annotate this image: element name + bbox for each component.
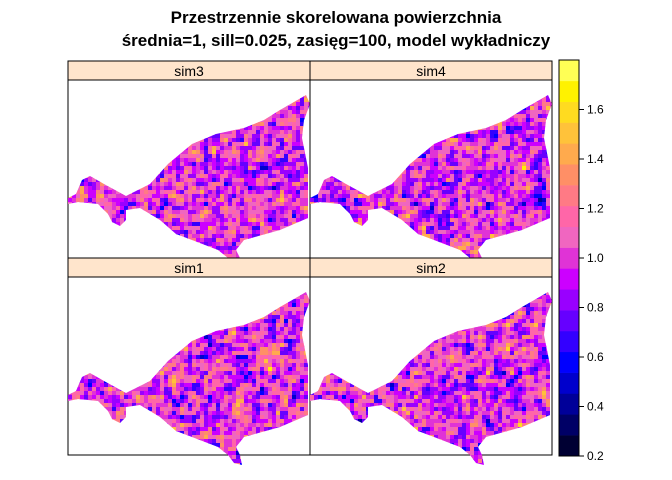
- panel-label: sim3: [174, 63, 204, 79]
- colorbar-tick-label: 1.6: [587, 103, 604, 117]
- colorbar-bin: [559, 60, 579, 82]
- panel-label: sim1: [174, 260, 204, 276]
- panel-sim3: sim3: [67, 60, 311, 268]
- panel-sim1: sim1: [67, 257, 311, 465]
- colorbar-tick-label: 0.6: [587, 350, 604, 364]
- colorbar-bin: [559, 268, 579, 290]
- colorbar-bin: [559, 226, 579, 248]
- panel-sim2: sim2: [309, 257, 553, 465]
- colorbar-bin: [559, 143, 579, 165]
- colorbar-bin: [559, 330, 579, 353]
- chart-title-line-1: Przestrzennie skorelowana powierzchnia: [171, 8, 502, 27]
- colorbar-bin: [559, 351, 579, 373]
- colorbar: 0.2 0.4 0.6 0.8 1.0 1.2 1.4 1.6: [558, 59, 604, 463]
- colorbar-bin: [559, 101, 579, 123]
- colorbar-bin: [559, 435, 579, 457]
- colorbar-bin: [559, 122, 579, 144]
- colorbar-bin: [559, 414, 579, 436]
- colorbar-bin: [559, 289, 579, 311]
- colorbar-tick-label: 1.0: [587, 251, 604, 265]
- colorbar-bin: [559, 164, 579, 186]
- colorbar-bin: [559, 372, 579, 394]
- colorbar-tick-label: 1.4: [587, 152, 604, 166]
- panel-label: sim4: [416, 63, 446, 79]
- panel-label: sim2: [416, 260, 446, 276]
- colorbar-bin: [559, 205, 579, 228]
- colorbar-bin: [559, 393, 579, 415]
- colorbar-bin: [559, 310, 579, 332]
- colorbar-tick-label: 1.2: [587, 202, 604, 216]
- chart-title-line-2: średnia=1, sill=0.025, zasięg=100, model…: [122, 31, 551, 50]
- colorbar-tick-label: 0.8: [587, 301, 604, 315]
- colorbar-bin: [559, 80, 579, 102]
- colorbar-tick-label: 0.4: [587, 400, 604, 414]
- panels-layer: sim3 sim4 sim1 sim2: [67, 60, 553, 465]
- colorbar-tick-label: 0.2: [587, 449, 604, 463]
- panel-sim4: sim4: [309, 60, 553, 268]
- colorbar-bin: [559, 185, 579, 207]
- colorbar-bin: [559, 247, 579, 269]
